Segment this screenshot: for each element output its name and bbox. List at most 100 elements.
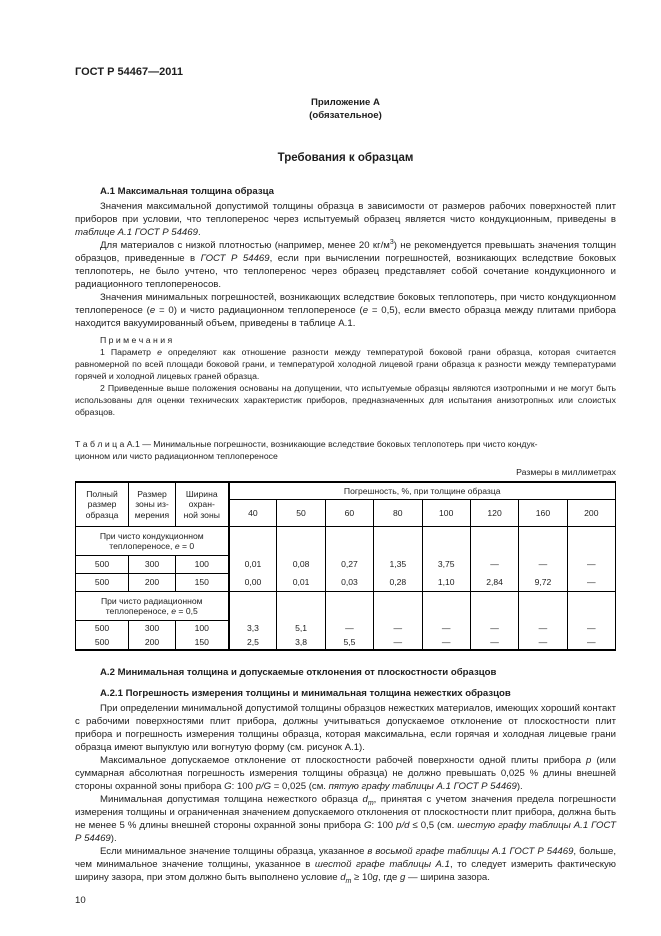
table-cell: — — [566, 634, 617, 651]
col-header-error-span: Погрешность, %, при толщине образца — [227, 481, 616, 500]
table-cell: — — [518, 555, 568, 574]
page-title: Требования к образцам — [277, 152, 414, 164]
table-cell: — — [373, 620, 423, 635]
table-cell: 150 — [175, 573, 229, 592]
notes-block: П р и м е ч а н и я 1 Параметр е определ… — [75, 334, 616, 418]
paragraph-a1-3: Значения минимальных погрешностей, возни… — [75, 292, 617, 329]
table-cell: 3,8 — [276, 634, 326, 651]
table-header-row: Полный размер образца Размер зоны из- ме… — [75, 481, 616, 527]
group-row-radiative: При чисто радиационном теплопереносе, е … — [75, 591, 617, 621]
table-cell — [324, 591, 375, 621]
appendix-kind: (обязательное) — [309, 110, 382, 121]
table-cell: 2,5 — [227, 634, 278, 651]
page-number: 10 — [75, 895, 86, 906]
col-header-40: 40 — [227, 499, 278, 527]
table-cell — [227, 526, 278, 556]
table-cell: — — [566, 573, 617, 592]
table-cell: 100 — [175, 555, 229, 574]
table-row: 500 300 100 3,3 5,1 — — — — — — — [75, 620, 617, 635]
table-caption: Т а б л и ц а А.1 — Минимальные погрешно… — [75, 439, 538, 461]
table-cell: — — [518, 634, 568, 651]
table-cell: — — [566, 620, 617, 635]
paragraph-a1-1: Значения максимальной допустимой толщины… — [75, 201, 616, 238]
table-cell: 0,03 — [324, 573, 375, 592]
col-header-60: 60 — [324, 499, 375, 527]
table-cell: 200 — [128, 573, 176, 592]
table-cell — [566, 526, 617, 556]
table-cell: 0,00 — [227, 573, 278, 592]
table-cell: 0,28 — [373, 573, 423, 592]
table-cell: 1,35 — [373, 555, 423, 574]
col-header-guard-zone: Ширина охран- ной зоны — [175, 481, 229, 527]
table-row: 500 300 100 0,01 0,08 0,27 1,35 3,75 — —… — [75, 555, 617, 574]
table-cell: — — [566, 555, 617, 574]
table-cell: — — [421, 634, 471, 651]
doc-code: ГОСТ Р 54467—2011 — [75, 66, 183, 78]
col-header-200: 200 — [566, 499, 617, 527]
table-cell: 500 — [75, 573, 129, 592]
table-cell: 1,10 — [421, 573, 471, 592]
table-cell: 3,3 — [227, 620, 278, 635]
table-cell — [373, 526, 423, 556]
table-row: 500 200 150 2,5 3,8 5,5 — — — — — — [75, 634, 617, 651]
table-cell — [324, 526, 375, 556]
table-cell: — — [469, 634, 520, 651]
col-header-120: 120 — [469, 499, 520, 527]
col-header-80: 80 — [373, 499, 423, 527]
table-cell: 3,75 — [421, 555, 471, 574]
table-cell: — — [469, 620, 520, 635]
table-cell: 200 — [128, 634, 176, 651]
table-cell — [518, 591, 568, 621]
col-header-measure-zone: Размер зоны из- мерения — [128, 481, 176, 527]
thickness-header-row: 40 50 60 80 100 120 160 200 — [76, 499, 617, 527]
table-cell: 9,72 — [518, 573, 568, 592]
table-cell — [227, 591, 278, 621]
table-cell: 2,84 — [469, 573, 520, 592]
section-heading-a1: А.1 Максимальная толщина образца — [100, 186, 274, 197]
table-cell — [518, 526, 568, 556]
section-heading-a2: А.2 Минимальная толщина и допускаемые от… — [100, 667, 497, 678]
col-header-full-size: Полный размер образца — [75, 481, 129, 527]
table-units-note: Размеры в миллиметрах — [516, 467, 616, 477]
table-a1: Полный размер образца Размер зоны из- ме… — [75, 481, 617, 651]
table-cell: 100 — [175, 620, 229, 635]
section-heading-a21: А.2.1 Погрешность измерения толщины и ми… — [100, 688, 511, 699]
note-1: 1 Параметр е определяют как отношение ра… — [75, 347, 616, 381]
group-label-radiative: При чисто радиационном теплопереносе, е … — [75, 591, 229, 621]
table-cell: — — [421, 620, 471, 635]
table-cell — [421, 591, 471, 621]
paragraph-a21-3: Минимальная допустимая толщина нежестког… — [75, 794, 616, 844]
group-label-conductive: При чисто кондукционном теплопереносе, е… — [75, 526, 229, 556]
table-cell — [469, 526, 520, 556]
table-cell: — — [469, 555, 520, 574]
appendix-label: Приложение А — [311, 97, 380, 108]
table-cell: 5,5 — [324, 634, 375, 651]
table-cell: 0,01 — [276, 573, 326, 592]
col-header-160: 160 — [518, 499, 568, 527]
table-cell: 5,1 — [276, 620, 326, 635]
table-cell: 0,27 — [324, 555, 375, 574]
table-cell — [373, 591, 423, 621]
paragraph-a21-1: При определении минимальной допустимой т… — [75, 703, 616, 753]
table-cell — [276, 591, 326, 621]
table-cell: — — [373, 634, 423, 651]
paragraph-a1-2: Для материалов с низкой плотностью (напр… — [75, 238, 616, 290]
table-cell: 0,01 — [227, 555, 278, 574]
table-cell — [566, 591, 617, 621]
table-cell — [276, 526, 326, 556]
paragraph-a21-2: Максимальное допускаемое отклонение от п… — [75, 755, 616, 792]
col-header-100: 100 — [421, 499, 471, 527]
table-cell: 500 — [75, 620, 129, 635]
group-row-conductive: При чисто кондукционном теплопереносе, е… — [75, 526, 617, 556]
table-cell — [421, 526, 471, 556]
table-row: 500 200 150 0,00 0,01 0,03 0,28 1,10 2,8… — [75, 573, 617, 592]
appendix-header: Приложение А (обязательное) — [75, 96, 616, 122]
table-cell: 500 — [75, 555, 129, 574]
table-cell: 150 — [175, 634, 229, 651]
paragraph-a21-4: Если минимальное значение толщины образц… — [75, 846, 616, 885]
note-2: 2 Приведенные выше положения основаны на… — [75, 383, 616, 417]
table-cell: 0,08 — [276, 555, 326, 574]
table-cell: 300 — [128, 555, 176, 574]
notes-label: П р и м е ч а н и я — [100, 335, 173, 345]
